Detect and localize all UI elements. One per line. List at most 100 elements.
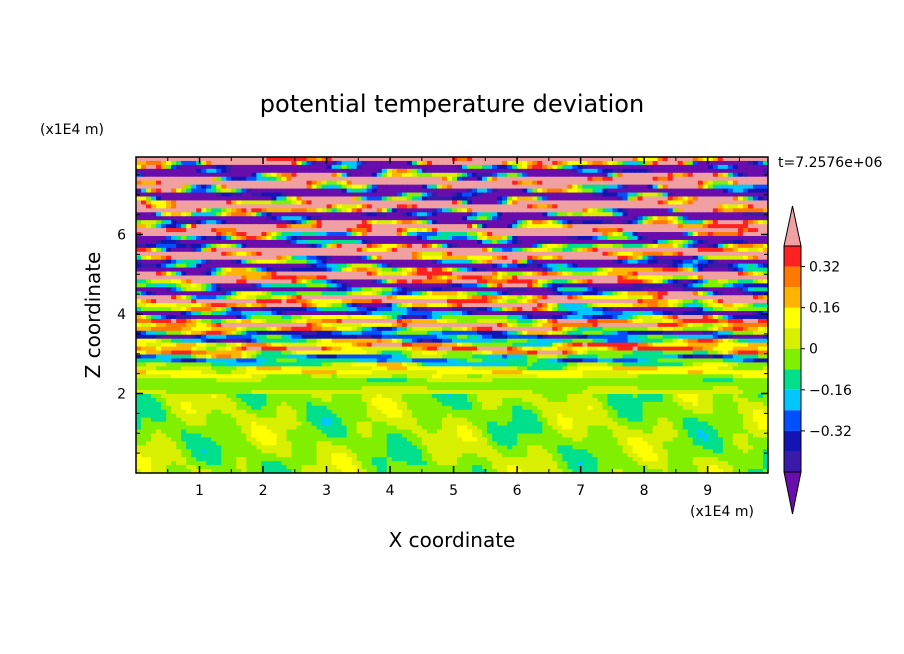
contour-cell — [436, 287, 443, 292]
contour-cell — [612, 212, 619, 217]
contour-cell — [286, 188, 293, 194]
contour-cell — [376, 239, 383, 245]
contour-cell — [191, 239, 197, 245]
contour-cell — [176, 208, 182, 213]
contour-cell — [391, 176, 398, 182]
contour-cell — [436, 307, 443, 312]
contour-cell — [637, 303, 644, 308]
contour-cell — [747, 188, 754, 194]
contour-cell — [436, 279, 443, 284]
contour-cell — [366, 307, 373, 312]
contour-cell — [371, 295, 378, 300]
contour-cell — [642, 224, 649, 229]
contour-cell — [557, 200, 563, 205]
contour-cell — [577, 299, 584, 304]
contour-cell — [692, 200, 699, 205]
contour-cell — [732, 164, 739, 170]
contour-cell — [346, 228, 353, 233]
contour-cell — [622, 160, 629, 166]
contour-cell — [411, 259, 418, 265]
contour-cell — [747, 259, 754, 265]
contour-cell — [502, 208, 508, 213]
contour-cell — [341, 311, 348, 316]
contour-cell — [702, 259, 709, 265]
contour-cell — [752, 283, 759, 288]
contour-cell — [156, 212, 162, 217]
contour-cell — [426, 176, 433, 182]
contour-cell — [492, 180, 498, 186]
contour-cell — [236, 279, 242, 284]
contour-cell — [617, 220, 624, 225]
contour-cell — [732, 263, 739, 269]
contour-cell — [582, 180, 589, 186]
contour-cell — [146, 208, 152, 213]
contour-cell — [301, 239, 308, 245]
contour-cell — [436, 236, 443, 241]
contour-cell — [552, 224, 558, 229]
contour-cell — [492, 236, 498, 241]
contour-cell — [662, 279, 669, 284]
contour-cell — [406, 275, 413, 281]
contour-cell — [431, 303, 438, 308]
contour-cell — [707, 287, 714, 292]
contour-cell — [196, 311, 202, 316]
contour-cell — [286, 295, 293, 300]
contour-cell — [196, 299, 202, 304]
contour-cell — [376, 176, 383, 182]
contour-cell — [296, 247, 303, 253]
contour-cell — [582, 283, 589, 288]
contour-cell — [452, 168, 458, 174]
contour-cell — [336, 204, 343, 209]
contour-cell — [426, 247, 433, 253]
contour-cell — [672, 208, 679, 213]
contour-cell — [517, 287, 523, 292]
contour-cell — [371, 176, 378, 182]
contour-cell — [411, 239, 418, 245]
contour-cell — [502, 188, 508, 194]
contour-cell — [702, 303, 709, 308]
contour-cell — [301, 224, 308, 229]
contour-cell — [141, 200, 147, 205]
contour-cell — [532, 176, 538, 182]
contour-cell — [341, 184, 348, 190]
contour-cell — [301, 311, 308, 316]
contour-cell — [562, 291, 568, 296]
contour-cell — [261, 283, 268, 288]
contour-cell — [562, 160, 568, 166]
contour-cell — [331, 160, 338, 166]
contour-cell — [206, 259, 212, 265]
contour-cell — [692, 303, 699, 308]
contour-cell — [462, 299, 468, 304]
contour-cell — [386, 224, 393, 229]
contour-cell — [687, 232, 694, 237]
contour-cell — [592, 299, 599, 304]
contour-cell — [256, 180, 262, 186]
contour-cell — [206, 247, 212, 253]
contour-cell — [532, 172, 538, 178]
contour-cell — [326, 247, 333, 253]
contour-cell — [617, 303, 624, 308]
contour-cell — [416, 196, 423, 202]
contour-cell — [166, 263, 172, 269]
contour-cell — [211, 164, 217, 170]
contour-cell — [446, 220, 453, 225]
contour-cell — [406, 267, 413, 273]
contour-cell — [281, 220, 288, 225]
contour-cell — [281, 251, 288, 257]
contour-cell — [161, 279, 167, 284]
contour-cell — [186, 279, 192, 284]
contour-cell — [577, 251, 584, 257]
contour-cell — [371, 220, 378, 225]
contour-cell — [426, 180, 433, 186]
contour-cell — [436, 192, 443, 198]
contour-cell — [462, 228, 468, 233]
contour-cell — [171, 196, 177, 202]
contour-cell — [532, 168, 538, 174]
contour-cell — [351, 259, 358, 265]
contour-cell — [732, 220, 739, 225]
contour-cell — [572, 271, 578, 277]
contour-cell — [141, 232, 147, 237]
contour-cell — [722, 251, 729, 257]
contour-cell — [306, 180, 313, 186]
contour-cell — [697, 236, 704, 241]
